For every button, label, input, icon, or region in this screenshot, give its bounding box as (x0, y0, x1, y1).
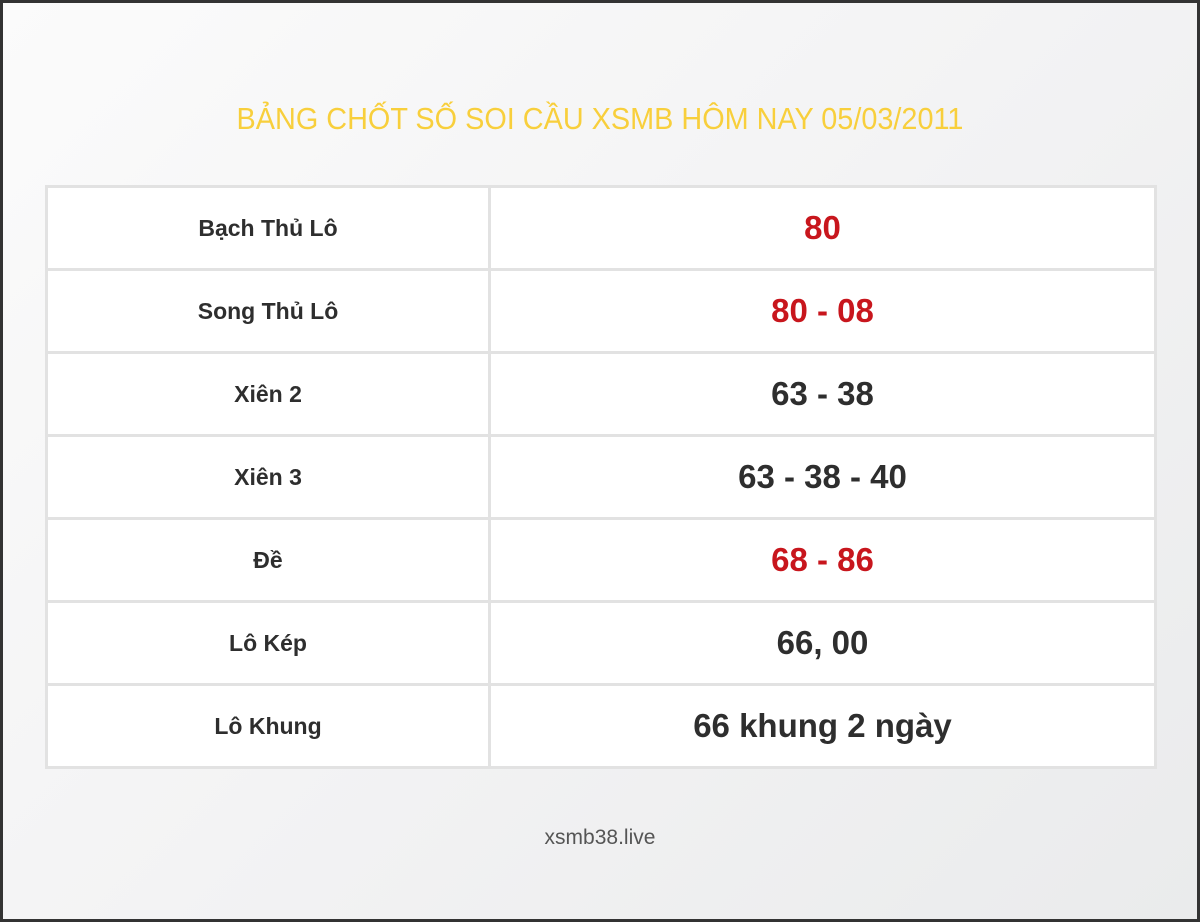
table-row: Bạch Thủ Lô 80 (45, 185, 1157, 271)
row-label: Xiên 3 (45, 434, 491, 520)
table-row: Xiên 2 63 - 38 (45, 351, 1157, 437)
prediction-table: Bạch Thủ Lô 80 Song Thủ Lô 80 - 08 Xiên 2 63 … (45, 185, 1157, 769)
table-row: Lô Kép 66, 00 (45, 600, 1157, 686)
table-row: Lô Khung 66 khung 2 ngày (45, 683, 1157, 769)
row-value: 63 - 38 (488, 351, 1157, 437)
table-row: Song Thủ Lô 80 - 08 (45, 268, 1157, 354)
row-label: Lô Khung (45, 683, 491, 769)
row-value: 80 - 08 (488, 268, 1157, 354)
row-value: 68 - 86 (488, 517, 1157, 603)
row-value: 80 (488, 185, 1157, 271)
row-value: 66, 00 (488, 600, 1157, 686)
row-label: Đề (45, 517, 491, 603)
site-watermark: xsmb38.live (544, 826, 656, 849)
table-row: Xiên 3 63 - 38 - 40 (45, 434, 1157, 520)
row-value: 66 khung 2 ngày (488, 683, 1157, 769)
row-label: Lô Kép (45, 600, 491, 686)
row-label: Xiên 2 (45, 351, 491, 437)
page-title: BẢNG CHỐT SỐ SOI CẦU XSMB HÔM NAY 05/03/… (236, 101, 964, 136)
row-label: Song Thủ Lô (45, 268, 491, 354)
row-value: 63 - 38 - 40 (488, 434, 1157, 520)
table-row: Đề 68 - 86 (45, 517, 1157, 603)
row-label: Bạch Thủ Lô (45, 185, 491, 271)
